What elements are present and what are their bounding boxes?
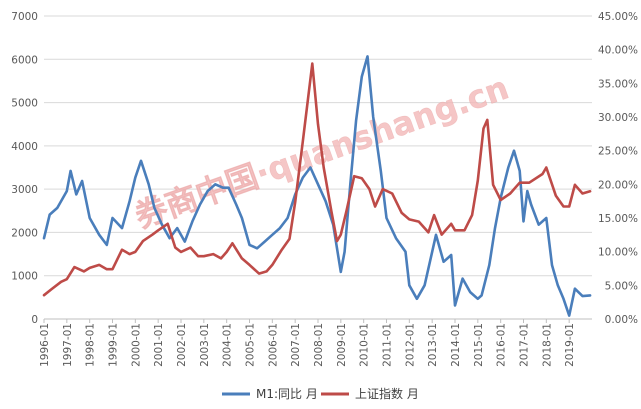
right-axis-ticks: 0.00% 5.00% 10.00% 15.00% 20.00% 25.00% 30.00%…	[598, 11, 638, 326]
left-axis-ticks: 0 1000 2000 3000 4000 5000 6000 7000	[11, 11, 38, 326]
right-tick-label: 15.00%	[598, 213, 638, 225]
x-tick-label: 2019-01	[564, 323, 576, 367]
x-tick-label: 2000-01	[130, 323, 142, 367]
right-tick-label: 0.00%	[605, 314, 638, 326]
x-tick-label: 2004-01	[222, 323, 234, 367]
x-tick-label: 2005-01	[245, 323, 257, 367]
left-tick-label: 0	[31, 314, 38, 326]
right-tick-label: 30.00%	[598, 112, 638, 124]
x-tick-label: 2003-01	[199, 323, 211, 367]
right-tick-label: 45.00%	[598, 11, 638, 23]
right-tick-label: 20.00%	[598, 179, 638, 191]
x-tick-label: 2017-01	[519, 323, 531, 367]
left-tick-label: 7000	[11, 11, 38, 23]
x-tick-label: 2012-01	[404, 323, 416, 367]
x-tick-label: 1997-01	[62, 323, 74, 367]
x-tick-label: 2018-01	[541, 323, 553, 367]
left-tick-label: 5000	[11, 98, 38, 110]
legend: M1:同比 月 上证指数 月	[222, 386, 419, 401]
series-lines	[42, 55, 592, 317]
x-tick-label: 2010-01	[359, 323, 371, 367]
series-line-m1	[42, 55, 592, 317]
x-tick-label: 2001-01	[153, 323, 165, 367]
left-tick-label: 3000	[11, 184, 38, 196]
right-tick-label: 10.00%	[598, 247, 638, 259]
left-tick-label: 6000	[11, 54, 38, 66]
x-tick-label: 2011-01	[382, 323, 394, 367]
legend-index-label: 上证指数 月	[355, 386, 419, 401]
x-tick-label: 2006-01	[267, 323, 279, 367]
x-tick-label: 2015-01	[473, 323, 485, 367]
x-tick-label: 2013-01	[427, 323, 439, 367]
series-line-index	[42, 62, 592, 297]
right-tick-label: 35.00%	[598, 78, 638, 90]
x-tick-label: 1996-01	[39, 323, 51, 367]
x-tick-label: 2008-01	[313, 323, 325, 367]
x-tick-label: 2002-01	[176, 323, 188, 367]
x-tick-label: 2007-01	[290, 323, 302, 367]
x-tick-label: 1998-01	[85, 323, 97, 367]
left-tick-label: 2000	[11, 227, 38, 239]
x-tick-label: 2016-01	[496, 323, 508, 367]
legend-m1-label: M1:同比 月	[256, 387, 318, 401]
left-tick-label: 1000	[11, 271, 38, 283]
x-tick-label: 2014-01	[450, 323, 462, 367]
right-tick-label: 5.00%	[605, 280, 638, 292]
x-tick-label: 1999-01	[108, 323, 120, 367]
right-tick-label: 40.00%	[598, 45, 638, 57]
x-tick-label: 2009-01	[336, 323, 348, 367]
right-tick-label: 25.00%	[598, 146, 638, 158]
left-tick-label: 4000	[11, 141, 38, 153]
x-axis-ticks: 1996-01 1997-01 1998-01 1999-01 2000-01 2001-…	[39, 319, 576, 367]
